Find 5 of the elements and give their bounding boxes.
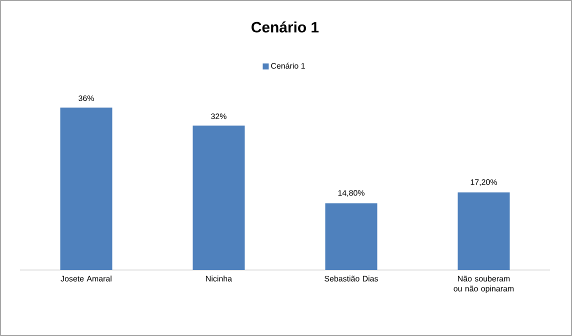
chart-title: Cenário 1 <box>252 21 319 32</box>
bar <box>60 108 112 270</box>
bar <box>192 126 245 270</box>
bar <box>458 192 510 270</box>
bar <box>325 203 378 270</box>
